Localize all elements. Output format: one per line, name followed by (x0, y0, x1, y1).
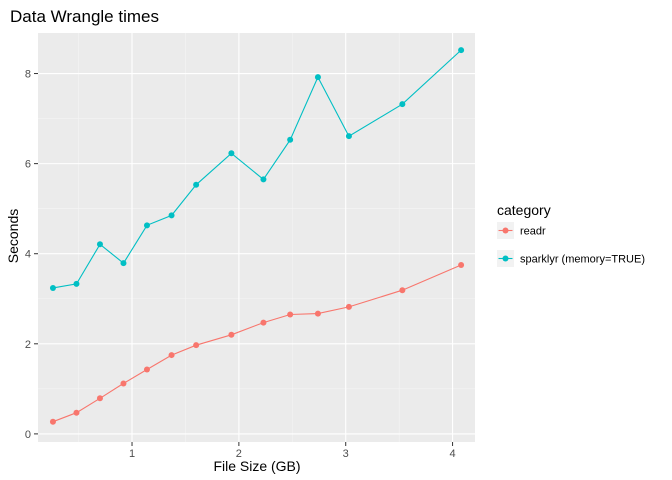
data-point (120, 380, 127, 387)
data-point (143, 222, 150, 229)
legend-title: category (497, 202, 551, 218)
minor-gridlines (38, 33, 475, 442)
series-0 (49, 261, 465, 425)
major-gridlines (38, 33, 475, 442)
data-point (458, 47, 465, 54)
data-point (314, 310, 321, 317)
series-layer (49, 47, 465, 425)
y-tick-label: 6 (25, 159, 31, 171)
series-line (52, 49, 462, 289)
x-tick-label: 2 (236, 448, 242, 460)
y-tick-label: 8 (25, 69, 31, 81)
data-point (73, 280, 80, 287)
data-point (345, 303, 352, 310)
data-point (96, 241, 103, 248)
y-tick-label: 4 (25, 249, 31, 261)
series-1 (49, 47, 465, 291)
y-tick-label: 2 (25, 339, 31, 351)
legend: category readr sparklyr (memory=TRUE) (497, 202, 645, 267)
legend-label: readr (520, 226, 546, 238)
data-point (458, 261, 465, 268)
data-point (287, 136, 294, 143)
data-point (399, 101, 406, 108)
data-point (120, 260, 127, 267)
data-point (49, 418, 56, 425)
data-point (287, 311, 294, 318)
legend-item: readr (497, 222, 546, 239)
plot-panel (38, 33, 475, 442)
x-axis-title: File Size (GB) (213, 458, 300, 474)
data-point (96, 395, 103, 402)
data-point (49, 284, 56, 291)
chart-title: Data Wrangle times (10, 7, 159, 26)
x-tick-label: 3 (343, 448, 349, 460)
y-axis-title: Seconds (5, 209, 21, 263)
data-point (168, 212, 175, 219)
data-point (399, 287, 406, 294)
series-line (52, 264, 462, 423)
data-point (260, 319, 267, 326)
data-point (193, 342, 200, 349)
data-point (314, 74, 321, 81)
data-point (260, 176, 267, 183)
x-tick-label: 4 (449, 448, 455, 460)
legend-label: sparklyr (memory=TRUE) (520, 254, 645, 266)
data-point (143, 366, 150, 373)
axes: 1 2 3 4 0 2 4 6 8 (25, 69, 456, 460)
y-tick-label: 0 (25, 429, 31, 441)
data-point (168, 352, 175, 359)
legend-item: sparklyr (memory=TRUE) (497, 250, 645, 267)
legend-key-point (502, 255, 509, 262)
legend-key-point (502, 227, 509, 234)
data-point (73, 409, 80, 416)
data-point (228, 150, 235, 157)
data-point (228, 331, 235, 338)
data-point (345, 133, 352, 140)
x-tick-label: 1 (129, 448, 135, 460)
data-point (193, 181, 200, 188)
